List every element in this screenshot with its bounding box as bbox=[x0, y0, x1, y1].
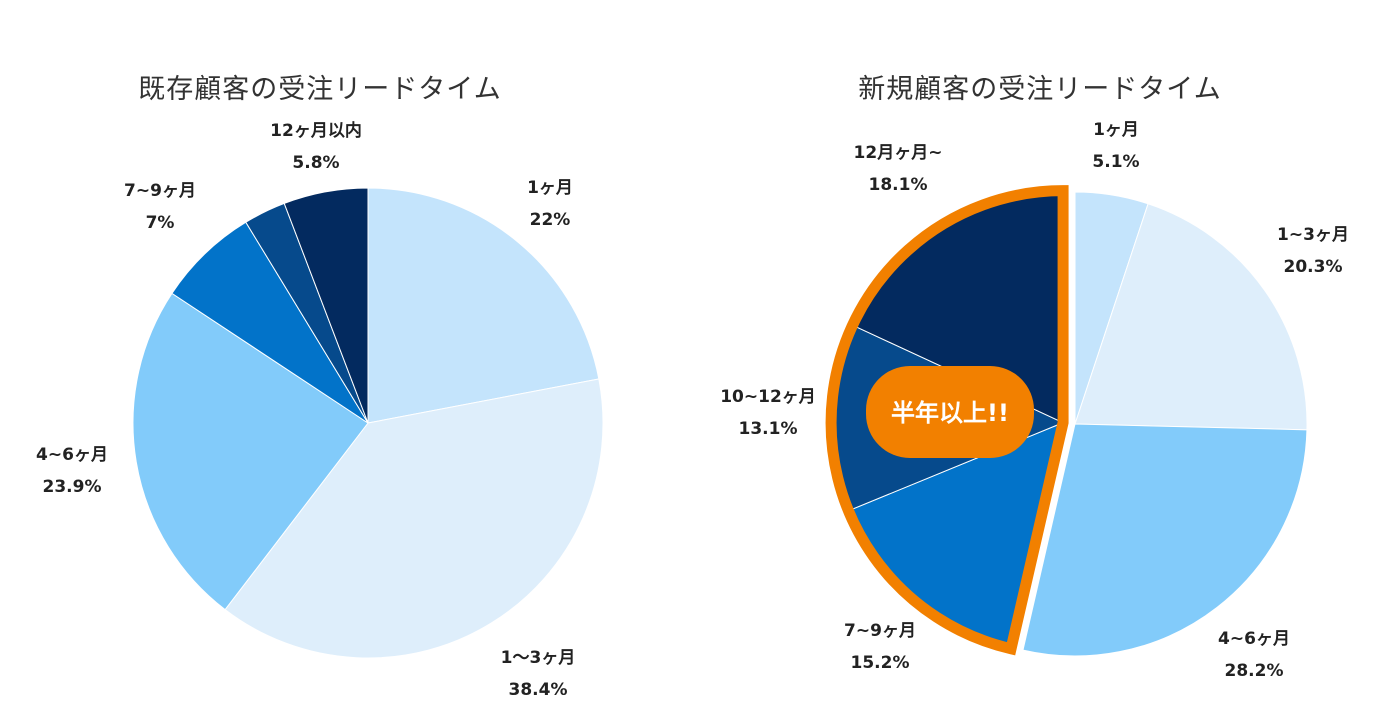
slice-label-1-1: 1~3ヶ月 bbox=[1277, 225, 1349, 245]
slice-value-1-2: 28.2% bbox=[1225, 661, 1284, 681]
slice-label-0-0: 1ヶ月 bbox=[527, 178, 573, 198]
slice-label-0-3: 7~9ヶ月 bbox=[124, 181, 196, 201]
slice-value-1-3: 15.2% bbox=[851, 653, 910, 673]
slice-label-1-0: 1ヶ月 bbox=[1093, 120, 1139, 140]
slice-1-1 bbox=[1074, 203, 1308, 431]
callout-text: 半年以上!! bbox=[891, 399, 1009, 427]
callout-badge bbox=[866, 366, 1034, 458]
callout: 半年以上!! bbox=[866, 366, 1034, 458]
slice-label-1-4: 10~12ヶ月 bbox=[720, 387, 816, 407]
highlight-outline bbox=[825, 185, 1069, 656]
slice-value-0-2: 23.9% bbox=[43, 477, 102, 497]
pie-existing bbox=[132, 187, 604, 659]
slice-0-1 bbox=[224, 378, 604, 659]
slice-1-2 bbox=[1022, 423, 1308, 657]
slice-value-0-0: 22% bbox=[530, 210, 571, 230]
slice-0-0 bbox=[367, 187, 600, 424]
slice-label-0-5: 12ヶ月以内 bbox=[270, 120, 362, 141]
slice-0-5 bbox=[283, 187, 369, 424]
slice-value-1-4: 13.1% bbox=[739, 419, 798, 439]
slice-value-0-3: 7% bbox=[146, 213, 175, 233]
pie-new bbox=[825, 185, 1308, 657]
slice-value-1-1: 20.3% bbox=[1284, 257, 1343, 277]
slice-label-0-2: 4~6ヶ月 bbox=[36, 445, 108, 465]
slice-0-3 bbox=[171, 221, 369, 424]
slice-label-0-1: 1〜3ヶ月 bbox=[501, 648, 576, 668]
highlight-group bbox=[825, 185, 1069, 656]
slice-value-0-5: 5.8% bbox=[292, 153, 339, 173]
slice-label-1-5: 12月ヶ月~ bbox=[854, 143, 943, 163]
chart-title-new: 新規顧客の受注リードタイム bbox=[858, 74, 1221, 105]
slice-label-1-3: 7~9ヶ月 bbox=[844, 621, 916, 641]
slice-label-1-2: 4~6ヶ月 bbox=[1218, 629, 1290, 649]
slice-labels: 1ヶ月 22% 1〜3ヶ月 38.4% 4~6ヶ月 23.9% 7~9ヶ月 7% 12ヶ月以内 5… bbox=[36, 120, 1349, 700]
slice-value-1-5: 18.1% bbox=[869, 175, 928, 195]
slice-value-0-1: 38.4% bbox=[509, 680, 568, 700]
chart-title-existing: 既存顧客の受注リードタイム bbox=[138, 74, 501, 105]
slice-0-2 bbox=[132, 292, 369, 611]
slice-value-1-0: 5.1% bbox=[1092, 152, 1139, 172]
